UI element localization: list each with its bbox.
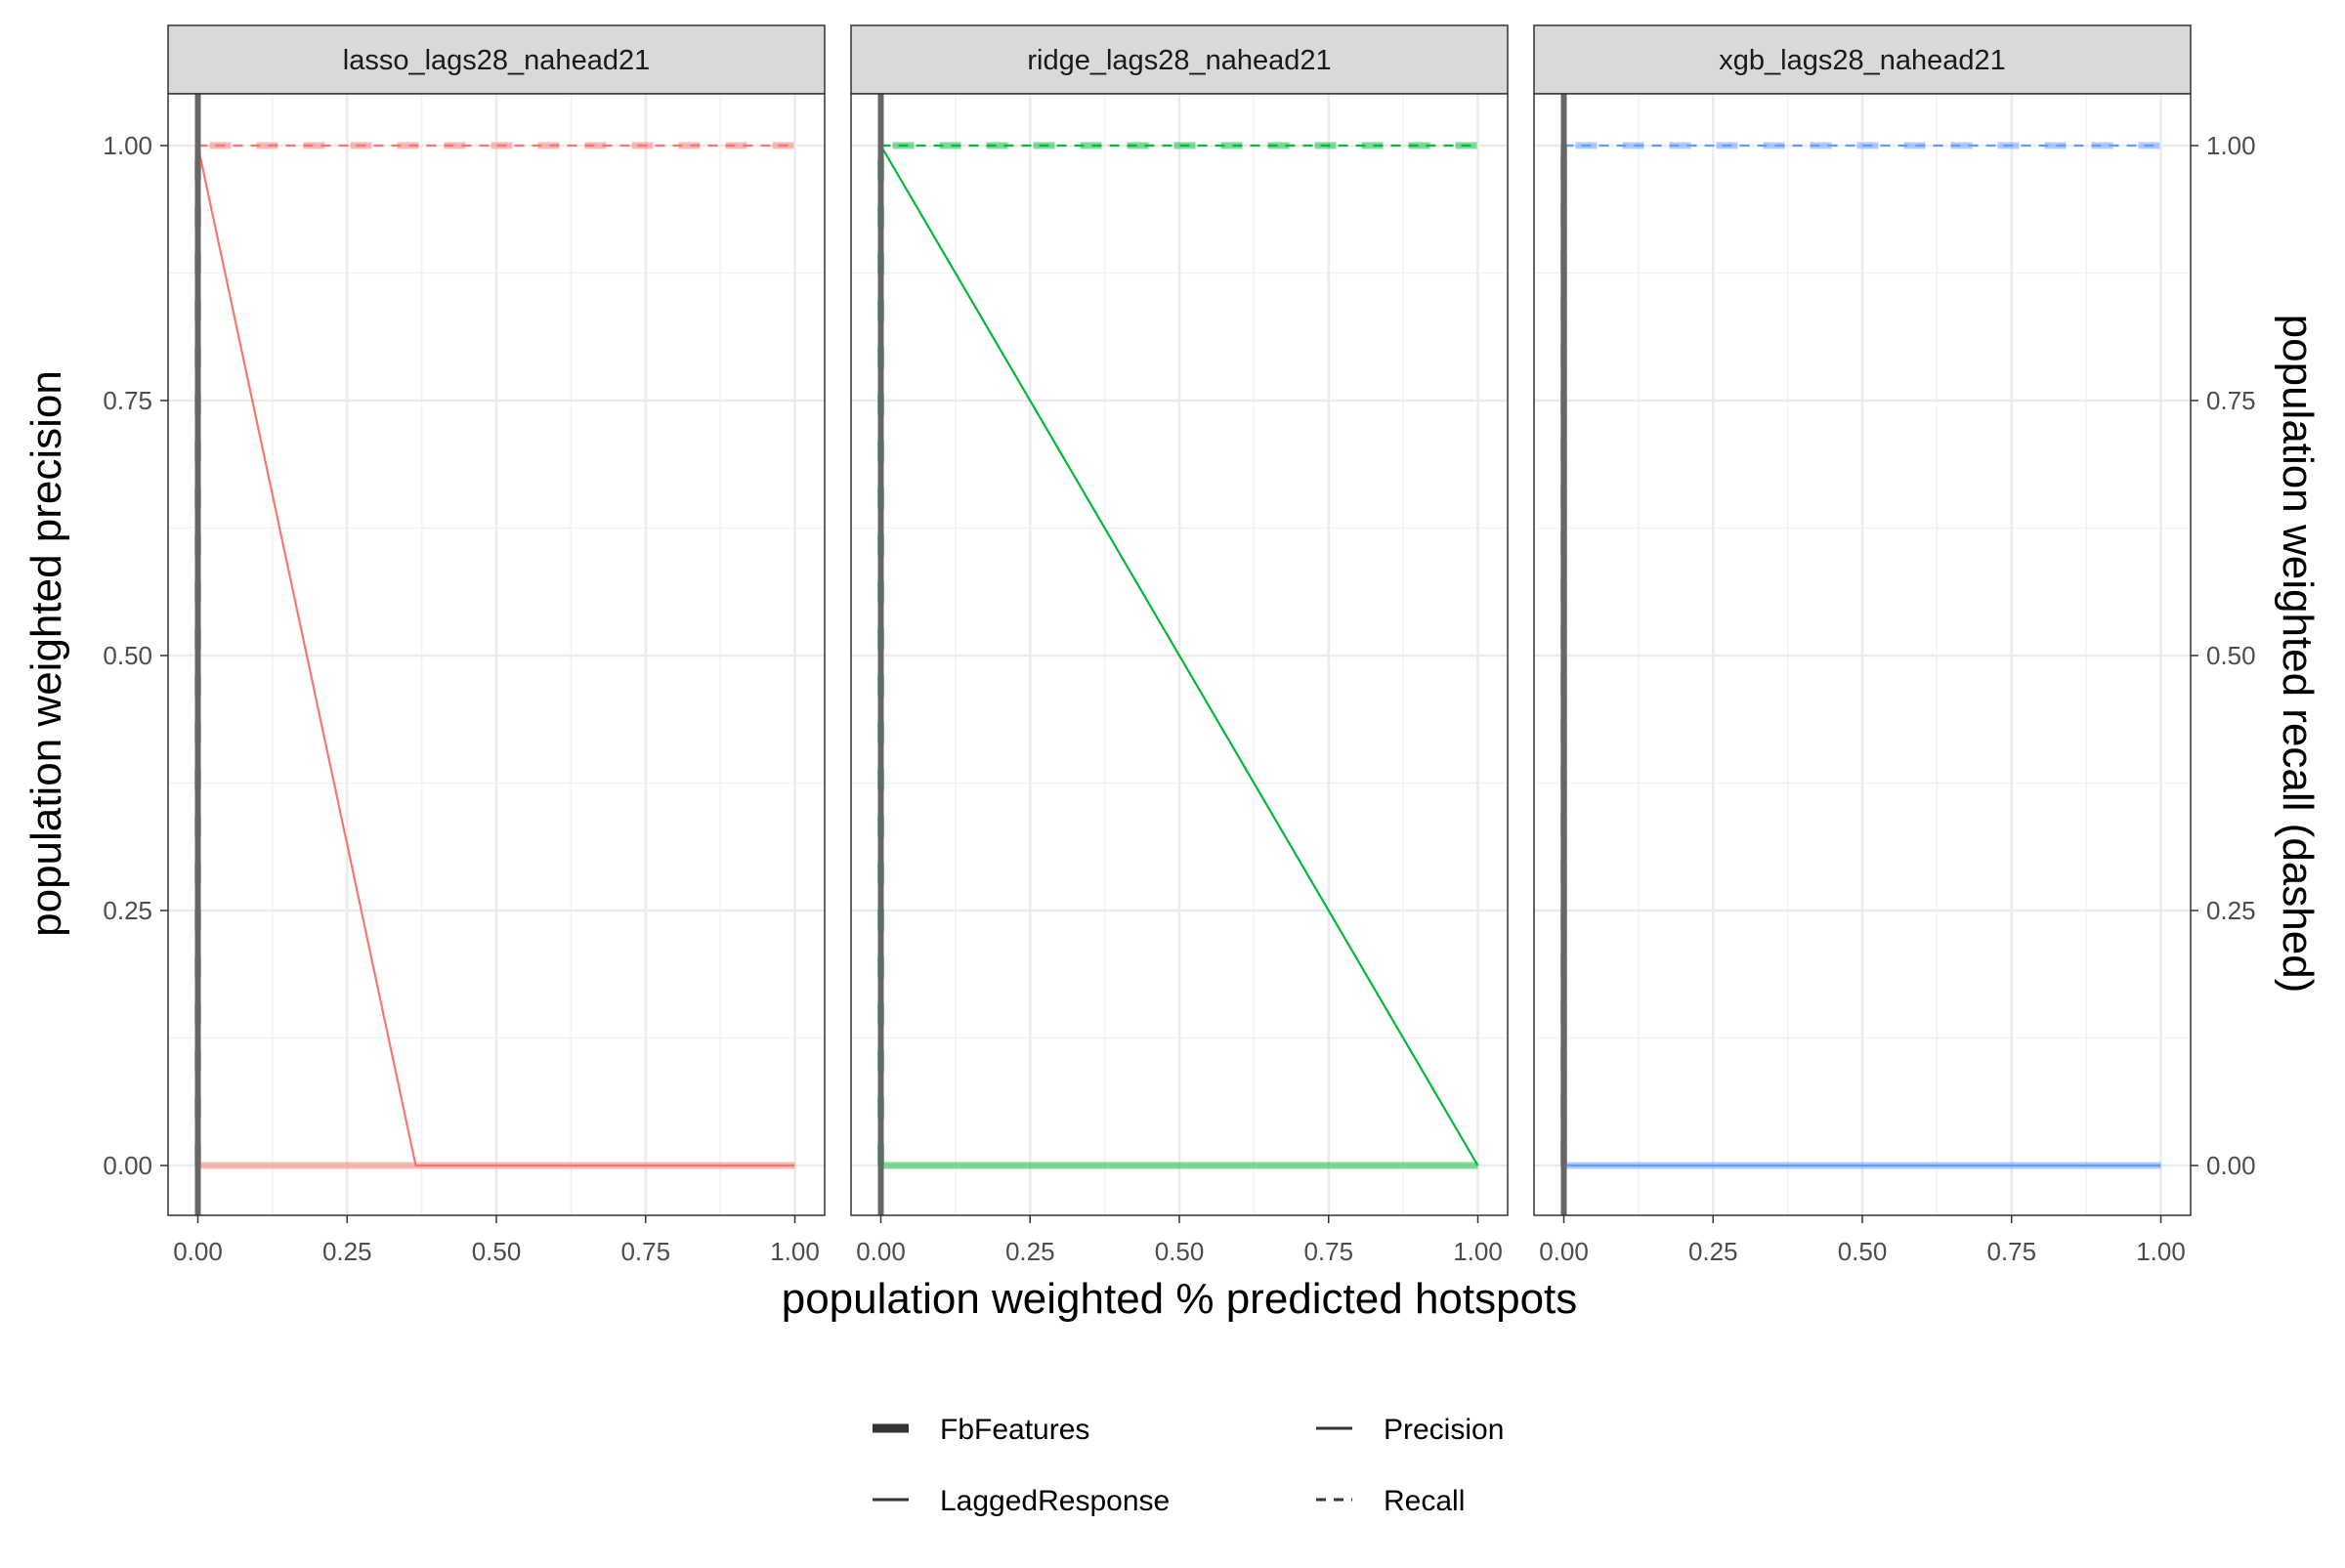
x-tick-label: 0.00 <box>173 1237 223 1266</box>
x-tick-label: 0.50 <box>472 1237 522 1266</box>
x-tick-label: 0.00 <box>1539 1237 1589 1266</box>
facet-panel: lasso_lags28_nahead21 0.00 0.25 0.50 0.75 1.0… <box>167 24 826 1266</box>
x-tick-label: 1.00 <box>770 1237 820 1266</box>
y-tick-label-left: 0.75 <box>103 386 152 415</box>
x-tick-label: 0.50 <box>1838 1237 1888 1266</box>
y-tick-label-left: 0.50 <box>103 641 152 670</box>
y-tick-label-right: 0.75 <box>2206 386 2256 415</box>
legend-label-recall: Recall <box>1384 1485 1465 1517</box>
y-tick-label-right: 0.50 <box>2206 641 2256 670</box>
facet-strip-label: ridge_lags28_nahead21 <box>1027 45 1331 76</box>
panels-layer: lasso_lags28_nahead21 0.00 0.25 0.50 0.75 1.0… <box>167 24 2192 1266</box>
x-axis-title: population weighted % predicted hotspots <box>782 1275 1578 1323</box>
right-y-axis: 0.00 0.25 0.50 0.75 1.00 <box>2191 131 2256 1180</box>
x-tick-label: 0.25 <box>322 1237 372 1266</box>
legend-label-fbfeatures: FbFeatures <box>940 1414 1089 1446</box>
y-tick-label-right: 0.25 <box>2206 896 2256 925</box>
facet-strip-label: lasso_lags28_nahead21 <box>343 45 650 76</box>
facet-strip-label: xgb_lags28_nahead21 <box>1719 45 2006 76</box>
x-tick-label: 1.00 <box>1453 1237 1503 1266</box>
x-tick-label: 0.75 <box>1986 1237 2036 1266</box>
y-tick-label-left: 1.00 <box>103 131 152 160</box>
x-tick-label: 0.25 <box>1005 1237 1055 1266</box>
y-tick-label-left: 0.25 <box>103 896 152 925</box>
legend-label-laggedresponse: LaggedResponse <box>940 1485 1170 1517</box>
facet-strip <box>1533 24 2192 95</box>
y-axis-title-right: population weighted recall (dashed) <box>2274 315 2322 994</box>
facet-panel: ridge_lags28_nahead21 0.00 0.25 0.50 0.75 1.0… <box>850 24 1509 1266</box>
y-tick-label-left: 0.00 <box>103 1151 152 1180</box>
x-tick-label: 0.75 <box>620 1237 670 1266</box>
left-y-axis: 0.00 0.25 0.50 0.75 1.00 <box>103 131 168 1180</box>
facet-strip <box>850 24 1509 95</box>
x-tick-label: 0.75 <box>1303 1237 1353 1266</box>
y-tick-label-right: 0.00 <box>2206 1151 2256 1180</box>
y-axis-title-left: population weighted precision <box>22 370 70 937</box>
legend: FbFeatures LaggedResponse Precision Reca… <box>873 1414 1504 1517</box>
x-tick-label: 1.00 <box>2136 1237 2186 1266</box>
y-tick-label-right: 1.00 <box>2206 131 2256 160</box>
x-tick-label: 0.25 <box>1688 1237 1738 1266</box>
x-tick-label: 0.50 <box>1155 1237 1205 1266</box>
legend-label-precision: Precision <box>1384 1414 1504 1446</box>
facet-strip <box>167 24 826 95</box>
x-tick-label: 0.00 <box>856 1237 906 1266</box>
facet-panel: xgb_lags28_nahead21 0.00 0.25 0.50 0.75 1.00 <box>1533 24 2192 1266</box>
